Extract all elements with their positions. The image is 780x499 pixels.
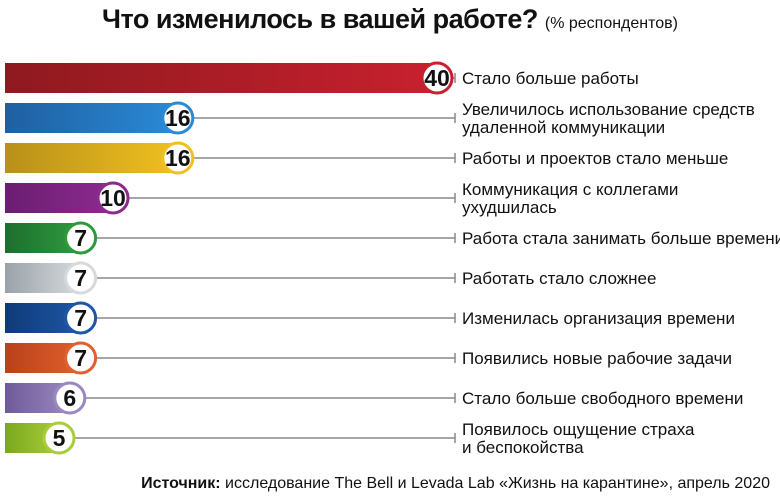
- bar: [5, 143, 178, 173]
- category-label-line: Работать стало сложнее: [462, 269, 656, 288]
- data-label: 7: [74, 305, 87, 331]
- value-circle: [64, 261, 98, 295]
- data-label: 10: [100, 185, 126, 211]
- bar: [5, 103, 178, 133]
- category-label-line: удаленной коммуникации: [462, 118, 665, 137]
- category-label: Коммуникация с коллегами ухудшилась: [462, 180, 678, 217]
- chart-title: Что изменилось в вашей работе? (% респон…: [0, 4, 780, 35]
- bar: [5, 183, 113, 213]
- category-label: Работать стало сложнее: [462, 269, 656, 288]
- chart-unit-note: (% респондентов): [544, 15, 678, 32]
- category-label-line: Появились новые рабочие задачи: [462, 349, 732, 368]
- category-label: Стало больше работы: [462, 69, 639, 88]
- value-circle: [64, 341, 98, 375]
- chart-title-text: Что изменилось в вашей работе?: [102, 4, 538, 34]
- data-label: 40: [424, 65, 450, 91]
- category-label-line: ухудшилась: [462, 198, 557, 217]
- category-label: Увеличилось использование средств удаленн…: [462, 100, 755, 137]
- value-circle: [420, 61, 454, 95]
- category-label-line: Коммуникация с коллегами: [462, 180, 678, 199]
- source-text: исследование The Bell и Levada Lab «Жизн…: [225, 475, 770, 492]
- category-label-line: и беспокойства: [462, 438, 584, 457]
- category-label: Появились новые рабочие задачи: [462, 349, 732, 368]
- value-circle: [53, 381, 87, 415]
- value-circle: [64, 301, 98, 335]
- category-label-line: Увеличилось использование средств: [462, 100, 755, 119]
- value-circle: [161, 141, 195, 175]
- category-label: Работа стала занимать больше времени: [462, 229, 780, 248]
- category-label: Работы и проектов стало меньше: [462, 149, 728, 168]
- category-label-line: Изменилась организация времени: [462, 309, 735, 328]
- category-label: Стало больше свободного времени: [462, 389, 743, 408]
- data-label: 7: [74, 225, 87, 251]
- category-label: Появилось ощущение страха и беспокойства: [462, 420, 695, 457]
- value-circle: [42, 421, 76, 455]
- value-circle: [64, 221, 98, 255]
- category-label-line: Стало больше работы: [462, 69, 639, 88]
- data-label: 6: [63, 385, 76, 411]
- category-label-line: Стало больше свободного времени: [462, 389, 743, 408]
- source-note: Источник: исследование The Bell и Levada…: [141, 475, 770, 493]
- bar: [5, 63, 437, 93]
- value-circle: [161, 101, 195, 135]
- data-label: 16: [165, 145, 191, 171]
- data-label: 5: [53, 425, 66, 451]
- data-label: 16: [165, 105, 191, 131]
- category-label-line: Работы и проектов стало меньше: [462, 149, 728, 168]
- category-label: Изменилась организация времени: [462, 309, 735, 328]
- category-label-line: Появилось ощущение страха: [462, 420, 695, 439]
- data-label: 7: [74, 265, 87, 291]
- data-label: 7: [74, 345, 87, 371]
- category-label-line: Работа стала занимать больше времени: [462, 229, 780, 248]
- source-label: Источник:: [141, 475, 221, 492]
- value-circle: [96, 181, 130, 215]
